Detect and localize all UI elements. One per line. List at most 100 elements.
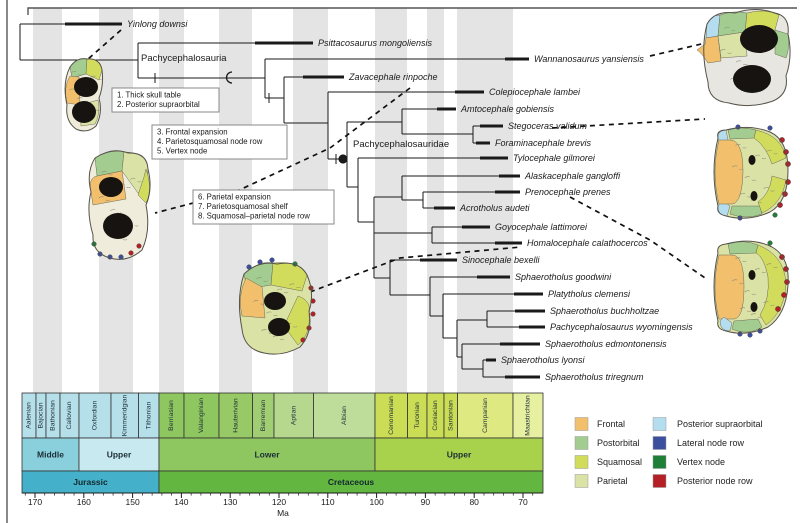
taxon-label: Stegoceras validum xyxy=(508,121,588,131)
legend-label: Posterior supraorbital xyxy=(677,419,763,429)
stage-label: Callovian xyxy=(66,401,73,429)
stage-label: Kimmeridgian xyxy=(121,395,128,437)
series-cell xyxy=(21,437,80,472)
stage-label: Turonian xyxy=(414,402,421,429)
skull-sketch-line xyxy=(766,263,778,268)
skull-outline xyxy=(88,150,151,260)
skull-region xyxy=(729,205,763,218)
skull-sketch-line xyxy=(744,176,756,181)
taxon-label: Sinocephale bexelli xyxy=(462,255,541,265)
legend-label: Frontal xyxy=(597,419,625,429)
stage-label: Valanginian xyxy=(198,398,205,433)
skull-node-dot xyxy=(785,179,791,185)
stage-label: Barremian xyxy=(260,400,267,432)
taxon-label: Platytholus clemensi xyxy=(548,289,631,299)
skull-fenestra xyxy=(72,101,96,123)
skull-node-dot xyxy=(747,332,753,338)
axis-tick-label: 130 xyxy=(223,497,237,507)
skull-sketch-line xyxy=(101,170,113,176)
period-label: Cretaceous xyxy=(328,477,375,487)
ma-unit-label: Ma xyxy=(277,508,289,518)
taxon-label: Yinlong downsi xyxy=(127,19,188,29)
skull-node-dot xyxy=(269,257,275,263)
skull-fenestra xyxy=(74,77,98,97)
axis-tick-label: 140 xyxy=(174,497,188,507)
skull-sketch-line xyxy=(724,26,736,32)
skull-region xyxy=(757,175,787,214)
character-box-line: 2. Posterior supraorbital xyxy=(117,100,200,109)
skull-sketch-line xyxy=(735,257,747,262)
legend-swatch xyxy=(652,455,667,469)
background-band xyxy=(33,8,62,393)
skull-node-dot xyxy=(767,240,773,246)
character-box-frame xyxy=(192,189,335,225)
taxon-label: Sphaerotholus goodwini xyxy=(515,272,612,282)
skull-region xyxy=(753,129,787,165)
axis-tick-label: 120 xyxy=(272,497,286,507)
legend-swatch xyxy=(574,417,589,431)
legend-label: Postorbital xyxy=(597,438,640,448)
skull-node-dot xyxy=(767,125,773,131)
legend-swatch xyxy=(652,474,667,488)
taxon-label: Foraminacephale brevis xyxy=(495,138,592,148)
skull-sketch-line xyxy=(766,149,778,155)
clade-label: Pachycephalosauria xyxy=(141,53,227,64)
legend-label: Posterior node row xyxy=(677,476,753,486)
cladogram xyxy=(19,22,545,379)
yinlong-link xyxy=(86,29,122,61)
stage-label: Berriasian xyxy=(168,400,175,431)
skull-sketch-line xyxy=(763,187,775,192)
stage-label: Maastrichtian xyxy=(525,395,532,436)
series-label: Upper xyxy=(447,450,472,460)
skull-sketch-line xyxy=(750,313,763,318)
yinlong-skull xyxy=(64,58,104,132)
legend-swatch xyxy=(574,436,589,450)
prenocephale-link xyxy=(569,196,709,281)
skull-region xyxy=(774,29,789,59)
legend-swatch xyxy=(652,417,667,431)
background-band xyxy=(427,8,444,393)
skull-sketch-line xyxy=(276,288,289,294)
taxon-label: Wannanosaurus yansiensis xyxy=(534,54,644,64)
zavacephale-link xyxy=(154,87,411,214)
series-label: Upper xyxy=(107,450,132,460)
skull-sketch-line xyxy=(735,60,748,65)
skull-node-dot xyxy=(775,306,781,312)
series-label: Middle xyxy=(37,450,64,460)
taxon-label: Sphaerotholus edmontonensis xyxy=(545,339,667,349)
skull-sketch-line xyxy=(732,279,744,284)
legend-label: Vertex node xyxy=(677,457,725,467)
character-box-line: 8. Squamosal–parietal node row xyxy=(198,212,310,221)
skull-sketch-line xyxy=(763,301,775,306)
stage-label: Bathonian xyxy=(50,400,57,431)
zavacephale-skull xyxy=(88,150,151,260)
taxon-label: Amtocephale gobiensis xyxy=(460,104,555,114)
taxon-label: Psittacosaurus mongoliensis xyxy=(318,38,433,48)
skull-node-dot xyxy=(781,292,787,298)
stegoceras-skull xyxy=(713,124,791,221)
axis-tick-label: 100 xyxy=(370,497,384,507)
background-band xyxy=(159,8,184,393)
skull-sketch-line xyxy=(98,196,110,201)
skull-sketch-line xyxy=(253,300,265,305)
skull-node-dot xyxy=(784,279,790,285)
character-box-line: 1. Thick skull table xyxy=(117,91,181,100)
skull-fenestra xyxy=(750,302,758,312)
skull-sketch-line xyxy=(256,277,268,282)
skull-sketch-line xyxy=(130,177,142,183)
skull-region xyxy=(727,127,757,140)
character-box-line: 4. Parietosquamosal node row xyxy=(157,137,263,146)
stage-label: Hauterivian xyxy=(232,398,239,433)
character-box-line: 7. Parietosquamosal shelf xyxy=(198,202,289,211)
skull-fenestra xyxy=(733,65,771,93)
legend-swatch xyxy=(574,455,589,469)
skull-fenestra xyxy=(99,177,123,197)
skull-outline xyxy=(713,240,789,334)
skull-sketch-line xyxy=(754,154,767,160)
skull-sketch-line xyxy=(90,75,102,81)
skull-region xyxy=(714,254,745,320)
taxon-label: Zavacephale rinpoche xyxy=(348,72,438,82)
stage-label: Tithonian xyxy=(145,401,152,429)
